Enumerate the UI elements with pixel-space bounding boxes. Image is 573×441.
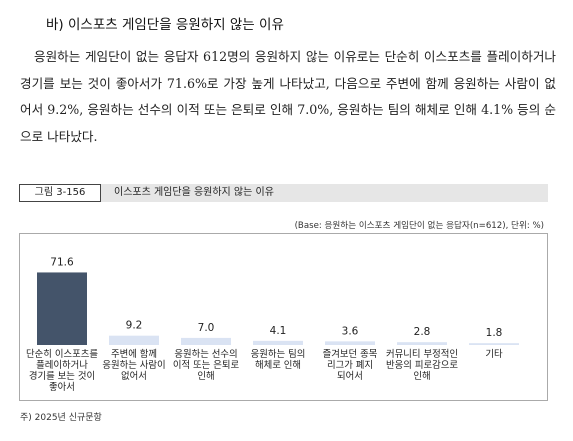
bar-chart-svg: 71.6 9.2 7.0 4.1 3.6 2.8 1.8 <box>37 256 519 345</box>
footnote: 주) 2025년 신규문항 <box>20 413 102 423</box>
category-label-6: 커뮤니티 부정적인 반응의 피로감으로 인해 <box>386 349 458 382</box>
bar-3 <box>181 337 231 345</box>
value-label-1: 71.6 <box>50 256 74 268</box>
figure-header: 그림 3-156 이스포츠 게임단을 응원하지 않는 이유 <box>19 184 548 202</box>
category-label-1: 단순히 이스포츠를 플레이하거나 경기를 보는 것이 좋아서 <box>26 349 98 393</box>
value-label-5: 3.6 <box>342 325 359 337</box>
section-title: 바) 이스포츠 게임단을 응원하지 않는 이유 <box>46 17 284 33</box>
base-note: (Base: 응원하는 이스포츠 게임단이 없는 응답자(n=612), 단위:… <box>294 221 544 231</box>
category-label-4: 응원하는 팀의 해체로 인해 <box>250 349 306 371</box>
category-label-3: 응원하는 선수의 이적 또는 은퇴로 인해 <box>172 349 240 382</box>
category-label-7: 기타 <box>485 349 503 360</box>
value-label-3: 7.0 <box>198 322 215 334</box>
bar-7 <box>469 343 519 345</box>
bar-6 <box>397 342 447 345</box>
value-label-7: 1.8 <box>486 327 503 339</box>
category-label-5: 즐겨보던 종목 리그가 폐지 되어서 <box>322 349 378 382</box>
bar-5 <box>325 341 375 345</box>
value-label-6: 2.8 <box>414 326 431 338</box>
value-label-4: 4.1 <box>270 325 287 337</box>
body-paragraph: 응원하는 게임단이 없는 응답자 612명의 응원하지 않는 이유로는 단순히 … <box>20 49 556 144</box>
category-label-2: 주변에 함께 응원하는 사람이 없어서 <box>102 349 166 382</box>
bar-1 <box>37 272 87 345</box>
figure-title: 이스포츠 게임단을 응원하지 않는 이유 <box>114 187 274 198</box>
bar-chart: 71.6 9.2 7.0 4.1 3.6 2.8 1.8 단순히 이스포츠를 플레이하거나 경기… <box>19 233 548 401</box>
value-label-2: 9.2 <box>126 320 143 332</box>
figure-number: 그림 3-156 <box>19 184 101 202</box>
bar-2 <box>109 335 159 345</box>
bar-4 <box>253 340 303 345</box>
